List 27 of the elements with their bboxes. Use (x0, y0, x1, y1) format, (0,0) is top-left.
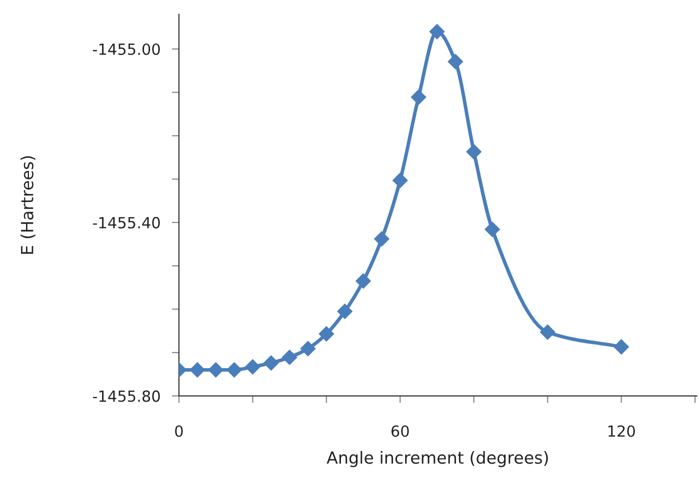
point (245, 359, 260, 374)
y-tick-label: -1455.40 (92, 216, 160, 228)
point (282, 350, 298, 365)
point (374, 231, 390, 247)
x-tick-label: 0 (175, 425, 183, 437)
point (392, 172, 408, 188)
x-axis-title: Angle increment (degrees) (326, 450, 548, 468)
point (208, 362, 224, 378)
point (318, 326, 334, 342)
x-tick-label: 120 (608, 425, 635, 437)
point (540, 324, 556, 340)
point (411, 90, 426, 105)
y-tick-label: -1455.00 (92, 43, 160, 56)
point (264, 355, 279, 371)
point (190, 362, 205, 378)
y-tick-label: -1455.80 (92, 390, 160, 402)
y-axis-title: E (Hartrees) (20, 156, 36, 254)
point (356, 273, 371, 289)
point (614, 339, 629, 354)
x-tick-label: 60 (391, 425, 409, 437)
point (466, 144, 482, 160)
point (300, 341, 316, 356)
point (226, 362, 242, 378)
point (337, 304, 352, 319)
point (484, 222, 500, 237)
point (429, 24, 445, 40)
point (448, 54, 464, 70)
